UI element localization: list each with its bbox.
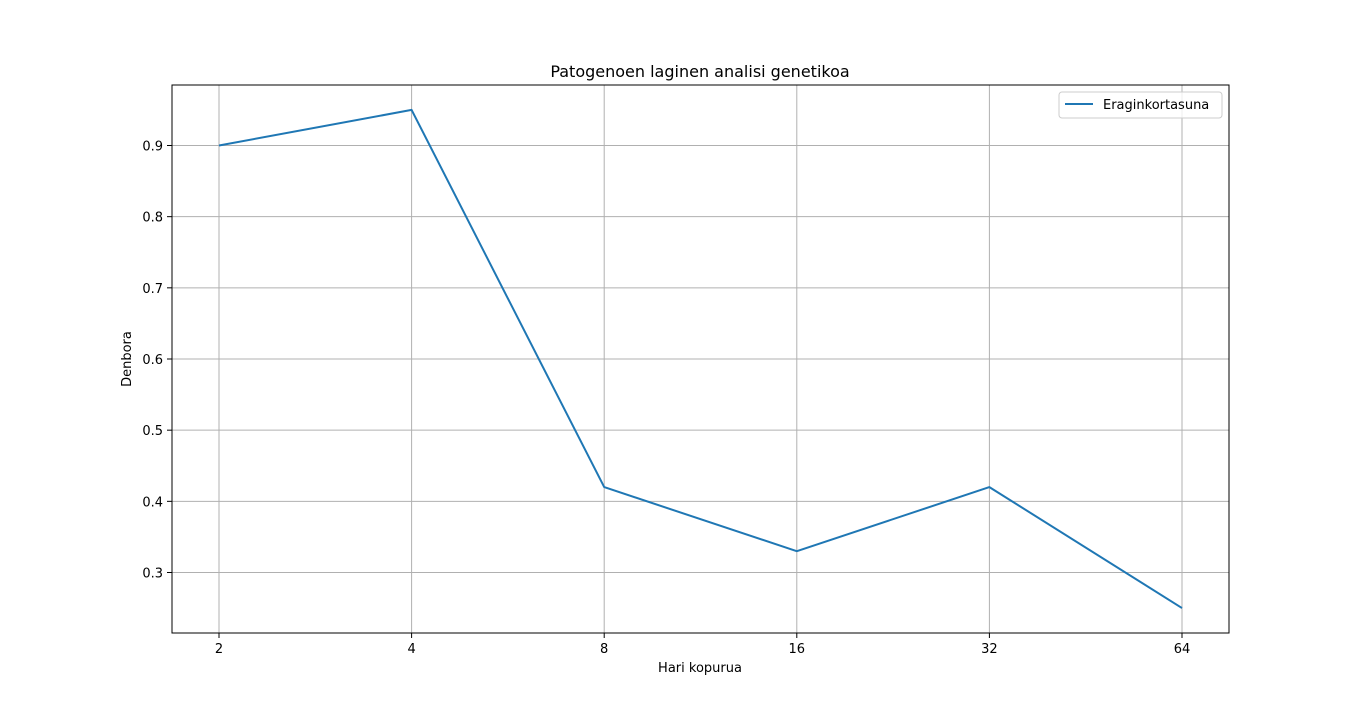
x-tick-label: 8	[600, 642, 608, 657]
x-axis-ticks: 2 4 8 16 32 64	[215, 633, 1190, 657]
x-axis-label: Hari kopurua	[658, 661, 742, 676]
y-tick-label: 0.3	[142, 567, 163, 582]
x-tick-label: 32	[981, 642, 998, 657]
series-line-0	[218, 108, 1183, 609]
x-tick-label: 64	[1174, 642, 1191, 657]
x-tick-label: 2	[215, 642, 223, 657]
y-axis-ticks: 0.3 0.4 0.5 0.6 0.7 0.8 0.9	[142, 139, 172, 582]
y-tick-label: 0.9	[142, 139, 163, 154]
chart-title: Patogenoen laginen analisi genetikoa	[550, 62, 849, 81]
y-tick-label: 0.6	[142, 353, 163, 368]
grid-lines	[172, 85, 1229, 633]
legend: Eraginkortasuna	[1058, 91, 1223, 119]
x-tick-label: 4	[407, 642, 415, 657]
legend-box	[1058, 91, 1223, 119]
y-axis-label: Denbora	[120, 331, 135, 387]
plot-frame	[171, 84, 1230, 634]
y-tick-label: 0.8	[142, 211, 163, 226]
y-tick-label: 0.5	[142, 424, 163, 439]
series-layer	[218, 108, 1183, 609]
x-tick-label: 16	[789, 642, 806, 657]
y-tick-label: 0.4	[142, 495, 163, 510]
y-tick-label: 0.7	[142, 282, 163, 297]
legend-label: Eraginkortasuna	[1103, 98, 1209, 113]
